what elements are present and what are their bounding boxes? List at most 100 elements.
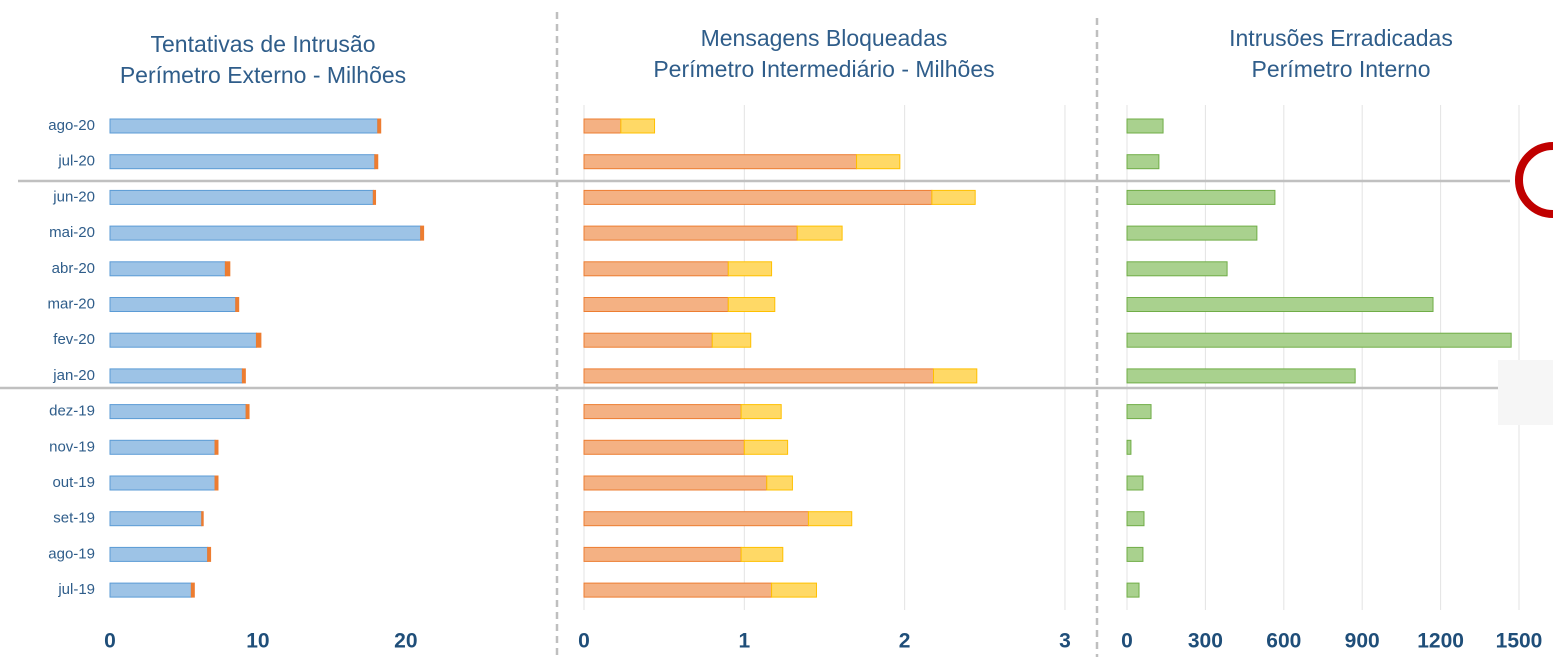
bar bbox=[932, 190, 975, 204]
bar bbox=[584, 226, 797, 240]
x-tick-label: 1500 bbox=[1496, 630, 1543, 653]
bar bbox=[378, 119, 381, 133]
bar bbox=[246, 405, 249, 419]
bar bbox=[584, 476, 767, 490]
x-tick-label: 10 bbox=[246, 630, 269, 653]
y-tick-label: jul-20 bbox=[57, 153, 95, 170]
bar bbox=[236, 298, 239, 312]
bar bbox=[584, 262, 728, 276]
x-tick-label: 2 bbox=[899, 630, 911, 653]
y-tick-label: out-19 bbox=[52, 474, 95, 491]
bar bbox=[1127, 512, 1144, 526]
bar bbox=[772, 583, 817, 597]
bar bbox=[1127, 440, 1131, 454]
bar bbox=[584, 119, 621, 133]
bar bbox=[767, 476, 793, 490]
bar bbox=[934, 369, 977, 383]
x-tick-label: 1 bbox=[738, 630, 750, 653]
y-tick-label: dez-19 bbox=[49, 403, 95, 420]
bar bbox=[373, 190, 375, 204]
bar bbox=[225, 262, 229, 276]
x-tick-label: 900 bbox=[1345, 630, 1380, 653]
bar bbox=[1127, 298, 1433, 312]
y-tick-label: fev-20 bbox=[53, 331, 95, 348]
chart-subtitle: Perímetro Externo - Milhões bbox=[120, 62, 406, 88]
dashboard: Tentativas de Intrusão Perímetro Externo … bbox=[0, 0, 1553, 657]
bar bbox=[1127, 119, 1163, 133]
chart-subtitle: Perímetro Intermediário - Milhões bbox=[653, 56, 994, 82]
bar bbox=[1127, 369, 1355, 383]
bar bbox=[1127, 547, 1143, 561]
y-tick-label: jun-20 bbox=[52, 188, 95, 205]
bar bbox=[202, 512, 203, 526]
bar bbox=[797, 226, 842, 240]
x-tick-label: 0 bbox=[578, 630, 590, 653]
bar bbox=[421, 226, 424, 240]
bar bbox=[1127, 405, 1151, 419]
x-tick-label: 3 bbox=[1059, 630, 1071, 653]
bar bbox=[110, 512, 202, 526]
y-tick-label: ago-20 bbox=[48, 117, 95, 134]
bar bbox=[215, 476, 218, 490]
y-tick-label: set-19 bbox=[53, 510, 95, 527]
bar bbox=[375, 155, 378, 169]
bar bbox=[621, 119, 655, 133]
bar bbox=[110, 547, 208, 561]
y-tick-label: jul-19 bbox=[57, 581, 95, 598]
bar bbox=[728, 262, 771, 276]
bar bbox=[1127, 190, 1275, 204]
bar bbox=[242, 369, 245, 383]
bar bbox=[584, 369, 934, 383]
bar bbox=[744, 440, 787, 454]
icon bbox=[1519, 146, 1553, 214]
x-tick-label: 20 bbox=[394, 630, 417, 653]
x-tick-label: 0 bbox=[1121, 630, 1133, 653]
bar bbox=[712, 333, 750, 347]
chart-title: Mensagens Bloqueadas bbox=[701, 25, 948, 51]
chart-title: Tentativas de Intrusão bbox=[150, 31, 375, 57]
x-tick-label: 300 bbox=[1188, 630, 1223, 653]
bar bbox=[1127, 333, 1511, 347]
bar bbox=[584, 583, 772, 597]
bar bbox=[584, 547, 741, 561]
bar bbox=[584, 298, 728, 312]
bar bbox=[110, 226, 421, 240]
x-tick-label: 1200 bbox=[1417, 630, 1464, 653]
y-tick-label: abr-20 bbox=[52, 260, 95, 277]
bar bbox=[808, 512, 851, 526]
bar bbox=[191, 583, 194, 597]
charts: Tentativas de Intrusão Perímetro Externo … bbox=[47, 25, 1542, 652]
bar bbox=[584, 405, 741, 419]
bar bbox=[584, 333, 712, 347]
bar bbox=[1127, 226, 1257, 240]
bar bbox=[1127, 262, 1227, 276]
bar bbox=[110, 405, 246, 419]
bar bbox=[215, 440, 218, 454]
bar bbox=[584, 190, 932, 204]
y-tick-label: ago-19 bbox=[48, 545, 95, 562]
bar bbox=[1127, 583, 1139, 597]
bar bbox=[110, 476, 215, 490]
bar bbox=[110, 369, 242, 383]
bar bbox=[110, 190, 373, 204]
bar bbox=[584, 440, 744, 454]
chart-title: Intrusões Erradicadas bbox=[1229, 25, 1453, 51]
bar bbox=[110, 583, 191, 597]
bar bbox=[256, 333, 260, 347]
y-tick-label: mar-20 bbox=[47, 295, 95, 312]
icon bbox=[1498, 360, 1553, 425]
x-tick-label: 600 bbox=[1266, 630, 1301, 653]
bar bbox=[110, 298, 236, 312]
bar bbox=[208, 547, 211, 561]
y-tick-label: mai-20 bbox=[49, 224, 95, 241]
chart-subtitle: Perímetro Interno bbox=[1252, 56, 1431, 82]
bar bbox=[741, 547, 783, 561]
bar bbox=[584, 512, 808, 526]
bar bbox=[1127, 155, 1159, 169]
bar bbox=[110, 333, 256, 347]
bar bbox=[110, 155, 375, 169]
y-tick-label: nov-19 bbox=[49, 438, 95, 455]
bar bbox=[584, 155, 857, 169]
y-tick-label: jan-20 bbox=[52, 367, 95, 384]
bar bbox=[110, 262, 225, 276]
